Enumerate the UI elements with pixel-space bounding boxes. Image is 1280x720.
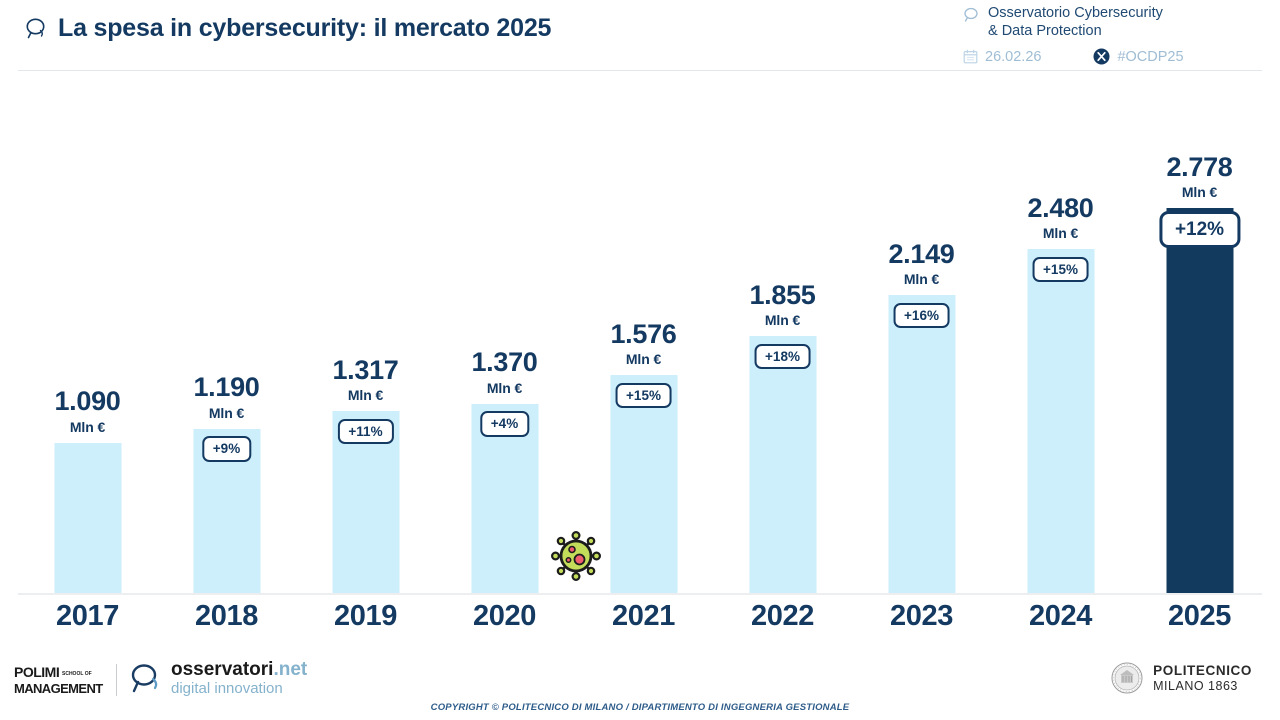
event-date: 26.02.26 xyxy=(985,48,1042,65)
growth-badge-2025: +12% xyxy=(1158,211,1241,248)
value-number-2022: 1.855 xyxy=(749,279,816,310)
covid-virus-icon xyxy=(548,528,604,584)
speech-bubble-magnifier-icon xyxy=(22,16,48,42)
header-divider xyxy=(18,70,1262,71)
observatory-name: Osservatorio Cybersecurity & Data Protec… xyxy=(988,5,1163,40)
copyright-notice: COPYRIGHT © POLITECNICO DI MILANO / DIPA… xyxy=(430,702,850,713)
growth-badge-2022: +18% xyxy=(754,343,811,370)
x-tick-2020: 2020 xyxy=(473,600,536,632)
politecnico-wordmark: POLITECNICO MILANO 1863 xyxy=(1153,663,1252,693)
value-number-2020: 1.370 xyxy=(471,347,538,378)
bar-group-2019[interactable]: 1.317 Mln € +11% xyxy=(296,72,435,594)
svg-text:POLIMI: POLIMI xyxy=(14,664,59,680)
value-number-2017: 1.090 xyxy=(54,386,121,417)
value-unit-2017: Mln € xyxy=(69,418,106,435)
bar-2023[interactable] xyxy=(888,295,955,594)
value-label-2023: 2.149 Mln € xyxy=(888,239,955,288)
bar-group-2023[interactable]: 2.149 Mln € +16% xyxy=(852,72,991,594)
value-unit-2018: Mln € xyxy=(208,404,245,421)
growth-badge-2021: +15% xyxy=(615,382,672,409)
osservatori-tld: .net xyxy=(273,659,308,680)
politecnico-seal-icon xyxy=(1110,661,1144,695)
bar-chart: 1.090 Mln €1.190 Mln € +9% 1.317 Mln € +11% 1.3… xyxy=(0,72,1280,650)
bar-group-2022[interactable]: 1.855 Mln € +18% xyxy=(713,72,852,594)
value-unit-2024: Mln € xyxy=(1042,225,1079,242)
value-number-2023: 2.149 xyxy=(888,239,955,270)
growth-badge-2020: +4% xyxy=(479,411,530,437)
x-social-icon xyxy=(1093,48,1110,65)
page-header: La spesa in cybersecurity: il mercato 20… xyxy=(0,0,1280,72)
value-label-2021: 1.576 Mln € xyxy=(610,318,677,368)
osservatori-wordmark: osservatori.net digital innovation xyxy=(171,660,307,697)
value-label-2025: 2.778 Mln € xyxy=(1166,151,1233,200)
x-tick-2019: 2019 xyxy=(334,600,397,632)
chart-baseline xyxy=(18,593,1262,595)
value-number-2025: 2.778 xyxy=(1166,151,1233,182)
value-unit-2025: Mln € xyxy=(1181,184,1218,200)
bar-group-2025[interactable]: 2.778 Mln € +12% xyxy=(1130,72,1269,594)
polimi-school-of-management-logo: POLIMI SCHOOL OF MANAGEMENT xyxy=(14,662,106,698)
date-item: 26.02.26 xyxy=(963,49,1041,65)
hashtag-item: #OCDP25 xyxy=(1093,48,1184,65)
politecnico-milano-logo: POLITECNICO MILANO 1863 xyxy=(1110,661,1252,695)
politecnico-line2: MILANO 1863 xyxy=(1153,678,1238,693)
svg-text:MANAGEMENT: MANAGEMENT xyxy=(14,681,103,696)
value-unit-2020: Mln € xyxy=(486,379,523,396)
calendar-icon xyxy=(963,49,978,64)
bar-group-2017[interactable]: 1.090 Mln € xyxy=(18,72,157,594)
bar-group-2024[interactable]: 2.480 Mln € +15% xyxy=(991,72,1130,594)
value-label-2022: 1.855 Mln € xyxy=(749,279,816,329)
growth-badge-2024: +15% xyxy=(1032,256,1089,283)
header-meta-row: 26.02.26 #OCDP25 xyxy=(963,48,1262,65)
x-tick-2018: 2018 xyxy=(195,600,258,632)
value-label-2017: 1.090 Mln € xyxy=(54,386,121,435)
value-label-2020: 1.370 Mln € xyxy=(471,347,538,396)
bar-2021[interactable] xyxy=(610,375,677,594)
growth-badge-2023: +16% xyxy=(893,302,950,329)
value-number-2019: 1.317 xyxy=(332,354,399,385)
value-number-2018: 1.190 xyxy=(193,372,260,403)
value-unit-2021: Mln € xyxy=(625,351,662,368)
chart-plot-area: 1.090 Mln €1.190 Mln € +9% 1.317 Mln € +11% 1.3… xyxy=(18,72,1262,594)
value-number-2021: 1.576 xyxy=(610,318,677,349)
politecnico-line1: POLITECNICO xyxy=(1153,663,1252,679)
bar-group-2018[interactable]: 1.190 Mln € +9% xyxy=(157,72,296,594)
value-number-2024: 2.480 xyxy=(1027,193,1094,224)
x-tick-2017: 2017 xyxy=(56,600,119,632)
bar-group-2020[interactable]: 1.370 Mln € +4% xyxy=(435,72,574,594)
page-footer: POLIMI SCHOOL OF MANAGEMENT osservatori.… xyxy=(0,650,1280,720)
osservatori-tagline: digital innovation xyxy=(171,679,283,697)
value-label-2018: 1.190 Mln € xyxy=(193,372,260,421)
speech-bubble-icon xyxy=(962,6,980,24)
growth-badge-2019: +11% xyxy=(337,418,394,445)
bar-group-2021[interactable]: 1.576 Mln € +15% xyxy=(574,72,713,594)
bar-2022[interactable] xyxy=(749,336,816,594)
growth-badge-2018: +9% xyxy=(201,436,252,462)
bar-2024[interactable] xyxy=(1027,249,1094,594)
svg-text:SCHOOL OF: SCHOOL OF xyxy=(62,671,92,677)
value-unit-2023: Mln € xyxy=(903,271,940,288)
speech-bubble-icon xyxy=(128,661,162,695)
observatory-block: Osservatorio Cybersecurity & Data Protec… xyxy=(962,4,1262,40)
bar-2025[interactable] xyxy=(1166,208,1233,594)
x-tick-2021: 2021 xyxy=(612,600,675,632)
page-title: La spesa in cybersecurity: il mercato 20… xyxy=(58,14,552,42)
footer-divider xyxy=(116,664,117,696)
osservatori-name: osservatori xyxy=(171,659,274,680)
x-tick-2024: 2024 xyxy=(1029,600,1092,632)
title-block: La spesa in cybersecurity: il mercato 20… xyxy=(22,14,551,43)
header-meta: Osservatorio Cybersecurity & Data Protec… xyxy=(962,4,1262,68)
value-unit-2019: Mln € xyxy=(347,387,384,404)
value-label-2024: 2.480 Mln € xyxy=(1027,193,1094,242)
value-unit-2022: Mln € xyxy=(764,312,801,329)
x-axis: 2017 2018 2019 2020 2021 2022 2023 2024 2025 xyxy=(18,600,1262,648)
x-tick-2025: 2025 xyxy=(1168,600,1231,632)
event-hashtag: #OCDP25 xyxy=(1117,48,1184,65)
value-label-2019: 1.317 Mln € xyxy=(332,354,399,404)
x-tick-2023: 2023 xyxy=(890,600,953,632)
x-tick-2022: 2022 xyxy=(751,600,814,632)
bar-2017[interactable] xyxy=(54,442,121,594)
osservatori-net-logo: osservatori.net digital innovation xyxy=(128,660,307,697)
